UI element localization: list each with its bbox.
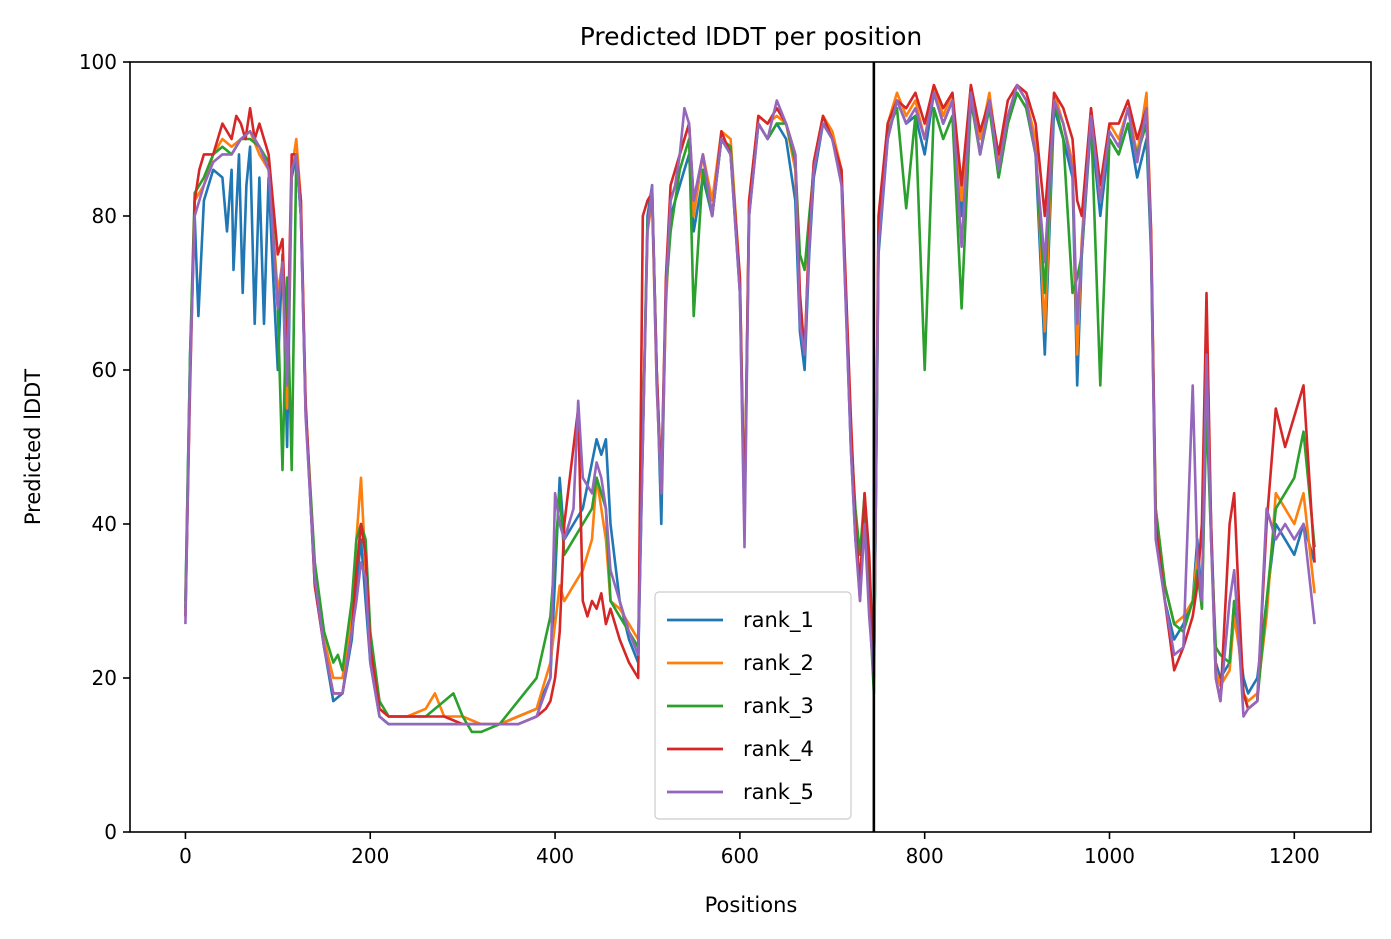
x-tick-label: 0 bbox=[179, 844, 192, 868]
y-tick-label: 80 bbox=[92, 204, 117, 228]
x-tick-label: 1000 bbox=[1084, 844, 1135, 868]
x-tick-label: 800 bbox=[906, 844, 944, 868]
x-axis-title: Positions bbox=[705, 893, 798, 917]
x-tick-label: 400 bbox=[536, 844, 574, 868]
y-tick-label: 20 bbox=[92, 666, 117, 690]
x-tick-label: 200 bbox=[351, 844, 389, 868]
y-axis-title: Predicted lDDT bbox=[21, 369, 45, 525]
chart-title: Predicted lDDT per position bbox=[580, 22, 922, 51]
legend-label: rank_5 bbox=[743, 780, 814, 805]
y-tick-label: 100 bbox=[79, 50, 117, 74]
series-line-rank_5 bbox=[184, 83, 1316, 726]
y-axis-ticks: 0 20 40 60 80 100 bbox=[79, 50, 130, 844]
legend-label: rank_4 bbox=[743, 737, 814, 762]
x-tick-label: 1200 bbox=[1269, 844, 1320, 868]
x-axis-ticks: 0 200 400 600 800 1000 1200 bbox=[179, 832, 1320, 868]
y-tick-label: 0 bbox=[104, 820, 117, 844]
legend: rank_1 rank_2 rank_3 rank_4 rank_5 bbox=[654, 591, 852, 820]
legend-label: rank_1 bbox=[743, 608, 814, 633]
legend-box bbox=[654, 591, 852, 820]
legend-label: rank_2 bbox=[743, 651, 814, 676]
x-tick-label: 600 bbox=[721, 844, 759, 868]
legend-label: rank_3 bbox=[743, 694, 814, 719]
y-tick-label: 40 bbox=[92, 512, 117, 536]
series-layer bbox=[184, 83, 1316, 734]
y-tick-label: 60 bbox=[92, 358, 117, 382]
plot-frame bbox=[129, 61, 1372, 833]
